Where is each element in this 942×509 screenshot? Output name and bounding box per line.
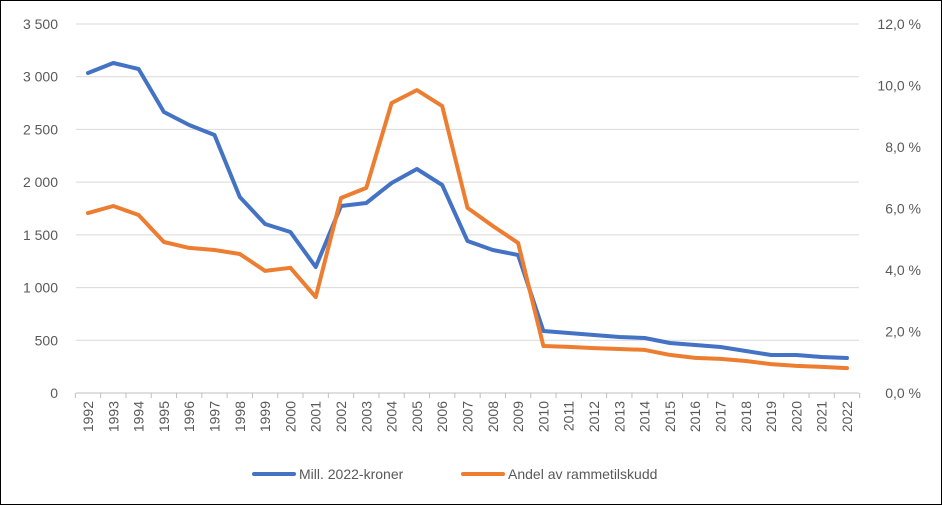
x-tick-label: 2021	[814, 401, 830, 432]
y-right-tick-label: 2,0 %	[885, 324, 921, 340]
legend-label: Andel av rammetilskudd	[508, 466, 657, 482]
legend-label: Mill. 2022-kroner	[299, 466, 404, 482]
x-tick-label: 2009	[510, 401, 526, 432]
y-right-tick-label: 6,0 %	[885, 201, 921, 217]
x-tick-label: 1997	[207, 401, 223, 432]
x-tick-label: 2002	[333, 401, 349, 432]
x-tick-label: 2001	[308, 401, 324, 432]
x-tick-label: 2013	[611, 401, 627, 432]
x-tick-label: 1992	[80, 401, 96, 432]
y-left-tick-label: 500	[35, 332, 59, 348]
x-tick-label: 2019	[763, 401, 779, 432]
y-right-tick-label: 10,0 %	[877, 78, 921, 94]
x-tick-label: 1993	[105, 401, 121, 432]
x-tick-label: 2016	[687, 401, 703, 432]
x-tick-label: 1994	[131, 401, 147, 432]
y-left-tick-label: 2 500	[23, 121, 58, 137]
x-tick-label: 2012	[586, 401, 602, 432]
x-tick-label: 2004	[384, 401, 400, 432]
x-tick-label: 2022	[839, 401, 855, 432]
x-tick-label: 2003	[358, 401, 374, 432]
x-tick-label: 2018	[738, 401, 754, 432]
x-tick-label: 1995	[156, 401, 172, 432]
x-tick-label: 2014	[637, 401, 653, 432]
y-left-tick-label: 1 500	[23, 227, 58, 243]
y-right-tick-label: 8,0 %	[885, 139, 921, 155]
y-left-tick-label: 2 000	[23, 174, 58, 190]
x-tick-label: 2020	[788, 401, 804, 432]
x-tick-label: 1999	[257, 401, 273, 432]
series-line-2	[86, 88, 849, 371]
y-right-tick-label: 4,0 %	[885, 262, 921, 278]
x-tick-label: 1996	[181, 401, 197, 432]
y-right-tick-label: 0,0 %	[885, 385, 921, 401]
x-tick-label: 2011	[561, 401, 577, 431]
y-left-tick-label: 3 500	[23, 16, 58, 32]
series-line-1	[86, 61, 849, 360]
x-tick-label: 2008	[485, 401, 501, 432]
x-tick-label: 2006	[434, 401, 450, 432]
y-left-tick-label: 0	[50, 385, 58, 401]
x-tick-label: 2005	[409, 401, 425, 432]
x-tick-label: 2010	[535, 401, 551, 432]
x-tick-label: 1998	[232, 401, 248, 432]
y-left-tick-label: 3 000	[23, 69, 58, 85]
y-right-tick-label: 12,0 %	[877, 16, 921, 32]
x-tick-label: 2015	[662, 401, 678, 432]
x-tick-label: 2000	[282, 401, 298, 432]
y-left-tick-label: 1 000	[23, 280, 58, 296]
x-tick-label: 2017	[713, 401, 729, 432]
x-tick-label: 2007	[460, 401, 476, 432]
